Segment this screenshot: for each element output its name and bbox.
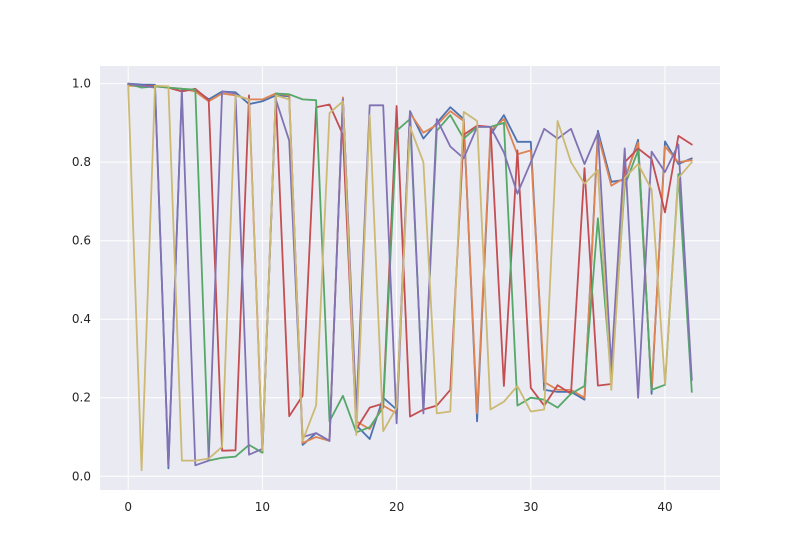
y-tick-label: 0.4 — [72, 312, 91, 326]
series-line-3 — [127, 83, 693, 454]
x-tick-label: 10 — [255, 500, 270, 514]
x-tick-label: 0 — [124, 500, 132, 514]
y-tick-label: 0.2 — [72, 391, 91, 405]
y-tick-label: 0.0 — [72, 469, 91, 483]
series-group — [127, 82, 693, 472]
x-tick-labels: 0 10 20 30 40 — [124, 500, 672, 514]
y-tick-label: 0.6 — [72, 234, 91, 248]
series-line-5 — [127, 82, 693, 468]
y-tick-label: 0.8 — [72, 155, 91, 169]
x-tick-label: 40 — [657, 500, 672, 514]
x-tick-label: 30 — [523, 500, 538, 514]
series-line-6 — [127, 84, 693, 472]
y-tick-label: 1.0 — [72, 77, 91, 91]
x-tick-label: 20 — [389, 500, 404, 514]
y-tick-labels: 0.0 0.2 0.4 0.6 0.8 1.0 — [72, 77, 91, 484]
